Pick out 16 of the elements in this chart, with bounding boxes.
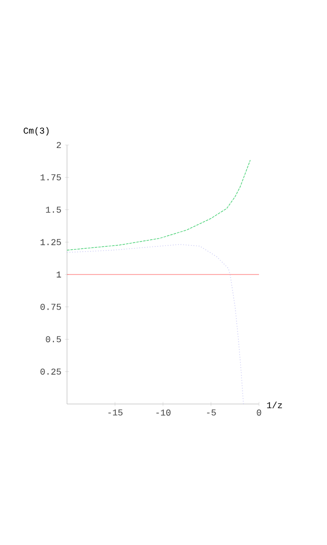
y-tick-label: 1.5	[46, 206, 61, 213]
x-axis-title: 1/z	[267, 402, 282, 408]
y-tick-label: 2	[56, 142, 61, 148]
y-tick-label: 0.5	[46, 336, 61, 342]
y-tick-label: 0.25	[40, 368, 61, 375]
y-tick-label: 1.25	[40, 239, 61, 246]
x-tick-label: -5	[207, 410, 216, 416]
y-axis-title: Cm(3)	[24, 127, 49, 136]
y-tick-label: 0.75	[40, 304, 61, 310]
x-tick-label: -15	[108, 410, 122, 416]
x-tick-label: 0	[256, 410, 262, 416]
line-series	[66, 244, 244, 404]
line-series	[66, 160, 251, 250]
x-tick-label: -10	[156, 410, 171, 416]
y-tick-label: 1	[56, 272, 62, 278]
y-tick-label: 1.75	[40, 174, 61, 180]
